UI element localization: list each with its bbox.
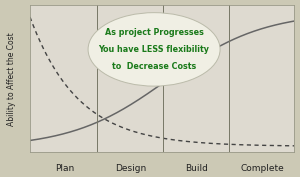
Text: You have LESS flexibility: You have LESS flexibility <box>99 45 210 54</box>
Text: Design: Design <box>115 164 146 173</box>
Text: As project Progresses: As project Progresses <box>105 28 203 37</box>
Ellipse shape <box>88 13 220 86</box>
Text: Build: Build <box>185 164 208 173</box>
Text: Ability to Affect the Cost: Ability to Affect the Cost <box>7 32 16 126</box>
Text: Plan: Plan <box>55 164 74 173</box>
Text: Complete: Complete <box>240 164 284 173</box>
Text: to  Decrease Costs: to Decrease Costs <box>112 62 196 71</box>
